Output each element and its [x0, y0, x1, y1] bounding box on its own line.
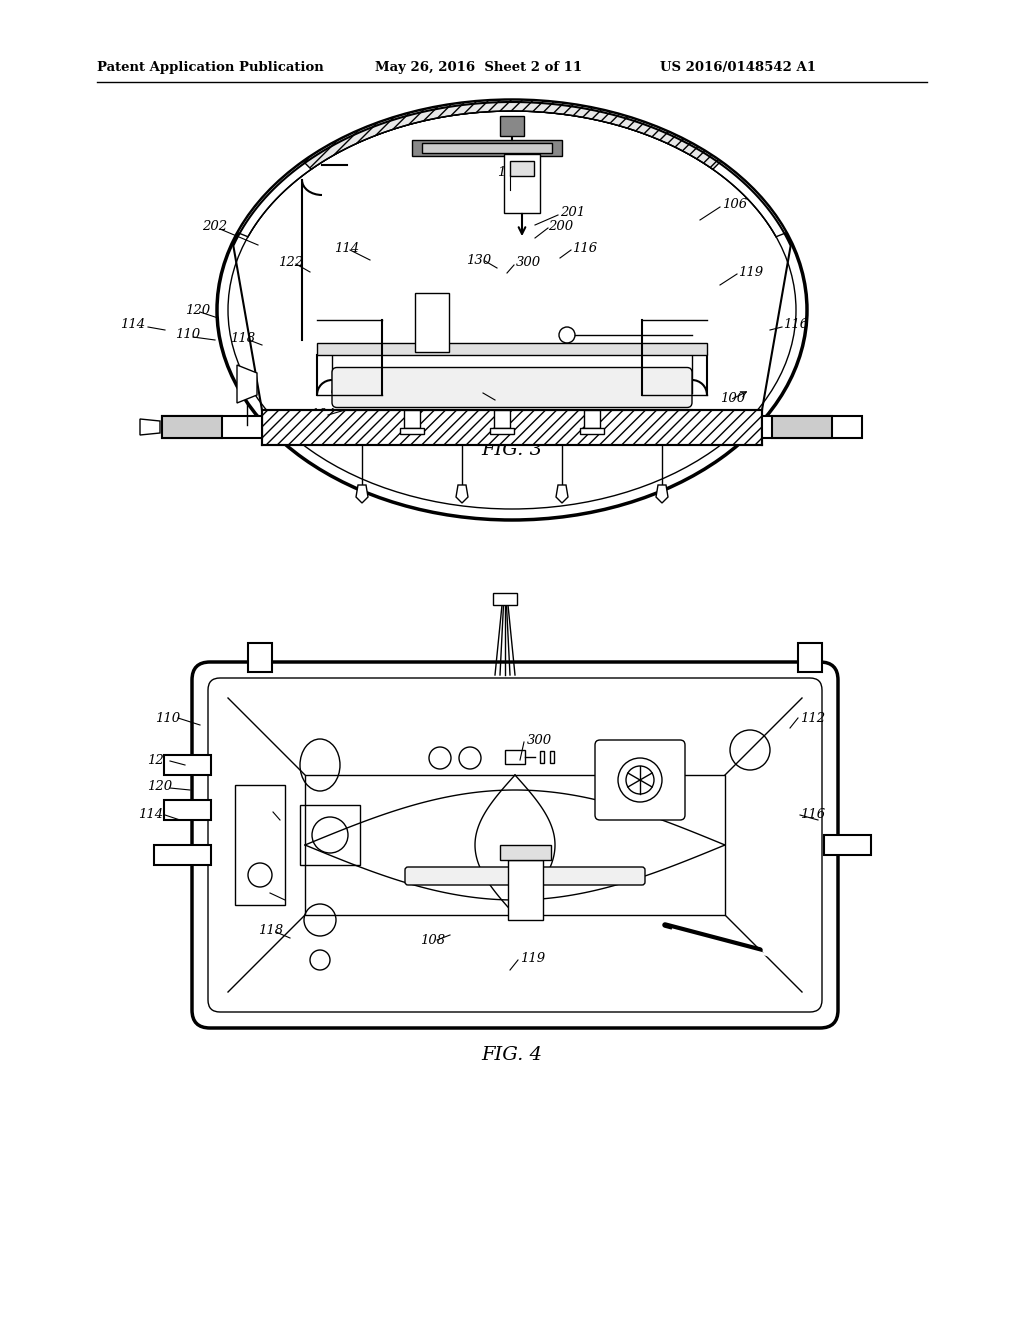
Bar — [772, 416, 831, 438]
Text: FIG. 3: FIG. 3 — [481, 441, 543, 459]
Text: 116: 116 — [572, 242, 597, 255]
Text: 118: 118 — [258, 924, 283, 936]
Text: 130: 130 — [466, 253, 492, 267]
Polygon shape — [556, 484, 568, 503]
Text: 300: 300 — [527, 734, 552, 747]
FancyBboxPatch shape — [415, 293, 449, 352]
Bar — [305, 775, 725, 915]
FancyBboxPatch shape — [154, 845, 211, 865]
Text: 120: 120 — [147, 780, 172, 793]
FancyBboxPatch shape — [164, 800, 211, 820]
Polygon shape — [140, 418, 160, 436]
Bar — [490, 428, 514, 434]
Bar — [584, 411, 600, 428]
FancyBboxPatch shape — [798, 643, 822, 672]
Text: 116: 116 — [800, 808, 825, 821]
Text: 104: 104 — [310, 408, 335, 421]
Text: 122: 122 — [278, 256, 303, 268]
Text: 118: 118 — [230, 331, 255, 345]
Text: 108: 108 — [497, 165, 522, 178]
FancyBboxPatch shape — [248, 643, 272, 672]
Text: 120: 120 — [185, 304, 210, 317]
Bar — [300, 805, 360, 865]
Text: 114: 114 — [334, 242, 359, 255]
Text: 106: 106 — [722, 198, 748, 211]
Bar — [412, 140, 562, 156]
FancyBboxPatch shape — [332, 367, 692, 408]
FancyBboxPatch shape — [193, 663, 838, 1028]
FancyBboxPatch shape — [164, 755, 211, 775]
Polygon shape — [303, 100, 721, 169]
Text: 119: 119 — [520, 952, 545, 965]
FancyBboxPatch shape — [824, 836, 871, 855]
Text: 110: 110 — [175, 329, 200, 342]
Text: 102: 102 — [465, 385, 490, 399]
Bar — [540, 751, 544, 763]
FancyBboxPatch shape — [539, 867, 645, 884]
Polygon shape — [237, 366, 257, 403]
Bar — [422, 143, 552, 153]
FancyBboxPatch shape — [595, 741, 685, 820]
FancyBboxPatch shape — [504, 154, 540, 213]
Text: 116: 116 — [783, 318, 808, 331]
Text: Patent Application Publication: Patent Application Publication — [97, 62, 324, 74]
Polygon shape — [238, 100, 786, 236]
Bar — [317, 343, 707, 355]
Text: 202: 202 — [255, 804, 281, 817]
Text: 202: 202 — [202, 220, 227, 234]
Text: 119: 119 — [738, 265, 763, 279]
FancyBboxPatch shape — [208, 678, 822, 1012]
Polygon shape — [262, 411, 762, 445]
Bar — [510, 161, 534, 176]
Bar — [400, 428, 424, 434]
Text: 100: 100 — [720, 392, 745, 404]
Polygon shape — [456, 484, 468, 503]
Text: 114: 114 — [138, 808, 163, 821]
Polygon shape — [356, 484, 368, 503]
Text: May 26, 2016  Sheet 2 of 11: May 26, 2016 Sheet 2 of 11 — [375, 62, 582, 74]
Text: 300: 300 — [516, 256, 541, 269]
Bar — [493, 593, 517, 605]
Text: 112: 112 — [800, 711, 825, 725]
Bar — [580, 428, 604, 434]
Text: 110: 110 — [155, 711, 180, 725]
Bar — [494, 411, 510, 428]
Text: FIG. 4: FIG. 4 — [481, 1045, 543, 1064]
Text: 201: 201 — [560, 206, 585, 219]
Text: 114: 114 — [120, 318, 145, 331]
Bar — [508, 861, 543, 920]
Bar — [162, 416, 222, 438]
FancyBboxPatch shape — [762, 416, 862, 438]
Bar — [234, 785, 285, 906]
Text: 200: 200 — [548, 219, 573, 232]
Polygon shape — [656, 484, 668, 503]
Text: 120: 120 — [253, 886, 279, 899]
Text: 108: 108 — [420, 933, 445, 946]
FancyBboxPatch shape — [406, 867, 511, 884]
Text: US 2016/0148542 A1: US 2016/0148542 A1 — [660, 62, 816, 74]
Bar — [550, 751, 554, 763]
Bar — [505, 750, 525, 764]
Bar — [500, 845, 551, 861]
Bar — [500, 116, 524, 136]
Text: 124: 124 — [147, 754, 172, 767]
FancyBboxPatch shape — [162, 416, 262, 438]
Bar — [404, 411, 420, 428]
